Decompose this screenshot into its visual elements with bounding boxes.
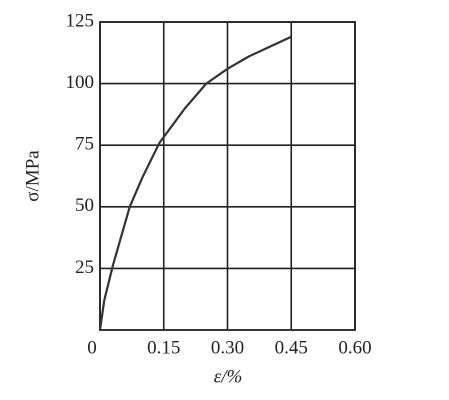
- y-tick-label: 75: [75, 134, 94, 155]
- x-tick-label: 0.15: [147, 337, 180, 358]
- y-tick-label: 50: [75, 195, 94, 216]
- x-tick-label: 0: [87, 337, 97, 358]
- y-tick-label: 25: [75, 257, 94, 278]
- x-tick-label: 0.30: [211, 337, 244, 358]
- x-tick-label: 0.45: [275, 337, 308, 358]
- x-tick-label: 0.60: [338, 337, 371, 358]
- x-axis-label: ε/%: [214, 366, 243, 387]
- y-tick-label: 100: [66, 72, 95, 93]
- data-line: [98, 35, 292, 331]
- y-axis-label: σ/MPa: [22, 150, 43, 202]
- y-tick-label: 125: [66, 10, 95, 31]
